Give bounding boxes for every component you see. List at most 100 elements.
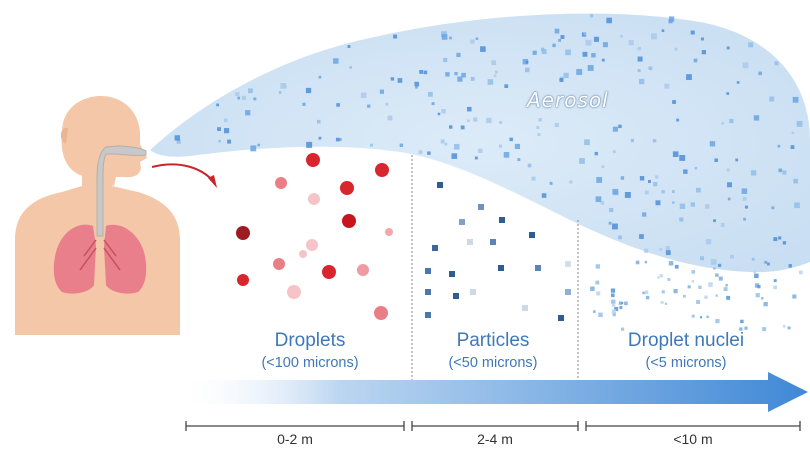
droplet-nucleus	[715, 319, 720, 324]
aerosol-particles	[174, 14, 803, 268]
aerosol-particle	[532, 50, 537, 55]
aerosol-particle	[661, 190, 665, 194]
aerosol-particle	[672, 201, 675, 204]
droplet-nucleus	[611, 309, 617, 314]
aerosol-particle	[664, 83, 670, 89]
aerosol-particle	[415, 86, 418, 89]
aerosol-particle	[349, 66, 352, 69]
aerosol-particle	[639, 234, 644, 239]
droplet	[374, 306, 388, 320]
droplet-nucleus	[612, 312, 616, 317]
droplet	[287, 285, 301, 299]
aerosol-particle	[714, 158, 718, 162]
aerosol-particle	[701, 50, 707, 55]
aerosol-particle	[379, 89, 385, 94]
left-lung	[53, 224, 96, 294]
droplet	[308, 193, 320, 205]
droplet	[322, 265, 336, 279]
aerosol-particle	[525, 60, 529, 64]
droplet-nucleus	[753, 270, 756, 274]
particle	[425, 268, 431, 274]
aerosol-particle	[620, 34, 623, 38]
aerosol-particle	[639, 176, 645, 181]
right-lung	[104, 224, 147, 294]
particle	[565, 289, 571, 295]
aerosol-particle	[720, 223, 725, 227]
droplet-nucleus	[744, 326, 748, 330]
aerosol-particle	[591, 53, 596, 58]
aerosol-particle	[700, 37, 704, 41]
droplet-nucleus	[708, 282, 713, 287]
aerosol-particle	[333, 58, 339, 64]
aerosol-particle	[742, 62, 749, 69]
aerosol-particle	[743, 217, 746, 221]
aerosol-particle	[176, 139, 181, 144]
aerosol-particle	[278, 91, 282, 94]
aerosol-particle	[554, 122, 559, 128]
particle	[565, 261, 571, 267]
aerosol-particle	[423, 70, 428, 75]
aerosol-particle	[305, 87, 312, 94]
aerosol-particle	[788, 264, 792, 268]
aerosol-particle	[672, 100, 677, 104]
aerosol-particle	[248, 88, 253, 94]
droplet-nucleus	[761, 297, 764, 300]
aerosol-particle	[608, 221, 612, 225]
aerosol-particle	[224, 128, 230, 134]
aerosol-particle	[454, 71, 458, 76]
droplet-nuclei-dots	[590, 260, 803, 332]
aerosol-particle	[672, 151, 679, 157]
aerosol-particle	[726, 168, 730, 172]
particle	[490, 239, 496, 245]
droplet-nucleus	[757, 285, 761, 289]
aerosol-particle	[460, 125, 465, 130]
aerosol-particle	[652, 139, 657, 143]
aerosol-particle	[486, 117, 492, 124]
aerosol-particle	[223, 118, 228, 122]
aerosol-particle	[280, 83, 287, 89]
droplets-size: (<100 microns)	[261, 355, 359, 371]
aerosol-particle	[648, 66, 653, 71]
droplet	[375, 163, 389, 177]
aerosol-particle	[665, 250, 671, 256]
aerosol-particle	[367, 104, 371, 108]
aerosol-particle	[360, 92, 367, 98]
particle	[478, 204, 484, 210]
droplet-nucleus	[699, 316, 703, 319]
aerosol-particle	[686, 74, 692, 80]
droplet-nucleus	[792, 294, 797, 299]
distance-label-2-4m: 2-4 m	[477, 431, 513, 447]
droplet-nucleus	[704, 295, 708, 299]
aerosol-particle	[549, 181, 553, 185]
droplet-nucleus	[717, 263, 722, 268]
aerosol-particle	[790, 145, 795, 149]
aerosol-particle	[637, 46, 641, 51]
aerosol-particle	[461, 72, 466, 78]
aerosol-particle	[638, 78, 645, 85]
droplet-nucleus	[739, 327, 743, 331]
aerosol-particle	[671, 190, 675, 194]
aerosol-particle	[237, 96, 241, 100]
aerosol-particle	[744, 205, 748, 209]
aerosol-label: Aerosol	[527, 88, 609, 112]
aerosol-particle	[796, 121, 803, 127]
aerosol-particle	[651, 33, 657, 40]
aerosol-particle	[618, 124, 622, 129]
droplet	[237, 274, 249, 286]
particle	[529, 232, 535, 238]
particle	[467, 239, 473, 245]
aerosol-particle	[498, 144, 502, 148]
droplet-nucleus	[624, 301, 628, 306]
aerosol-particle	[659, 248, 663, 251]
aerosol-particle	[509, 137, 513, 142]
droplet-nucleus	[798, 270, 803, 275]
aerosol-particle	[736, 81, 740, 84]
aerosol-particle	[494, 70, 498, 74]
aerosol-particle	[480, 46, 486, 52]
droplet-nucleus	[763, 302, 768, 307]
droplet-nucleus	[667, 278, 671, 281]
droplet	[342, 214, 356, 228]
aerosol-particle	[705, 239, 712, 245]
droplet	[357, 264, 369, 276]
